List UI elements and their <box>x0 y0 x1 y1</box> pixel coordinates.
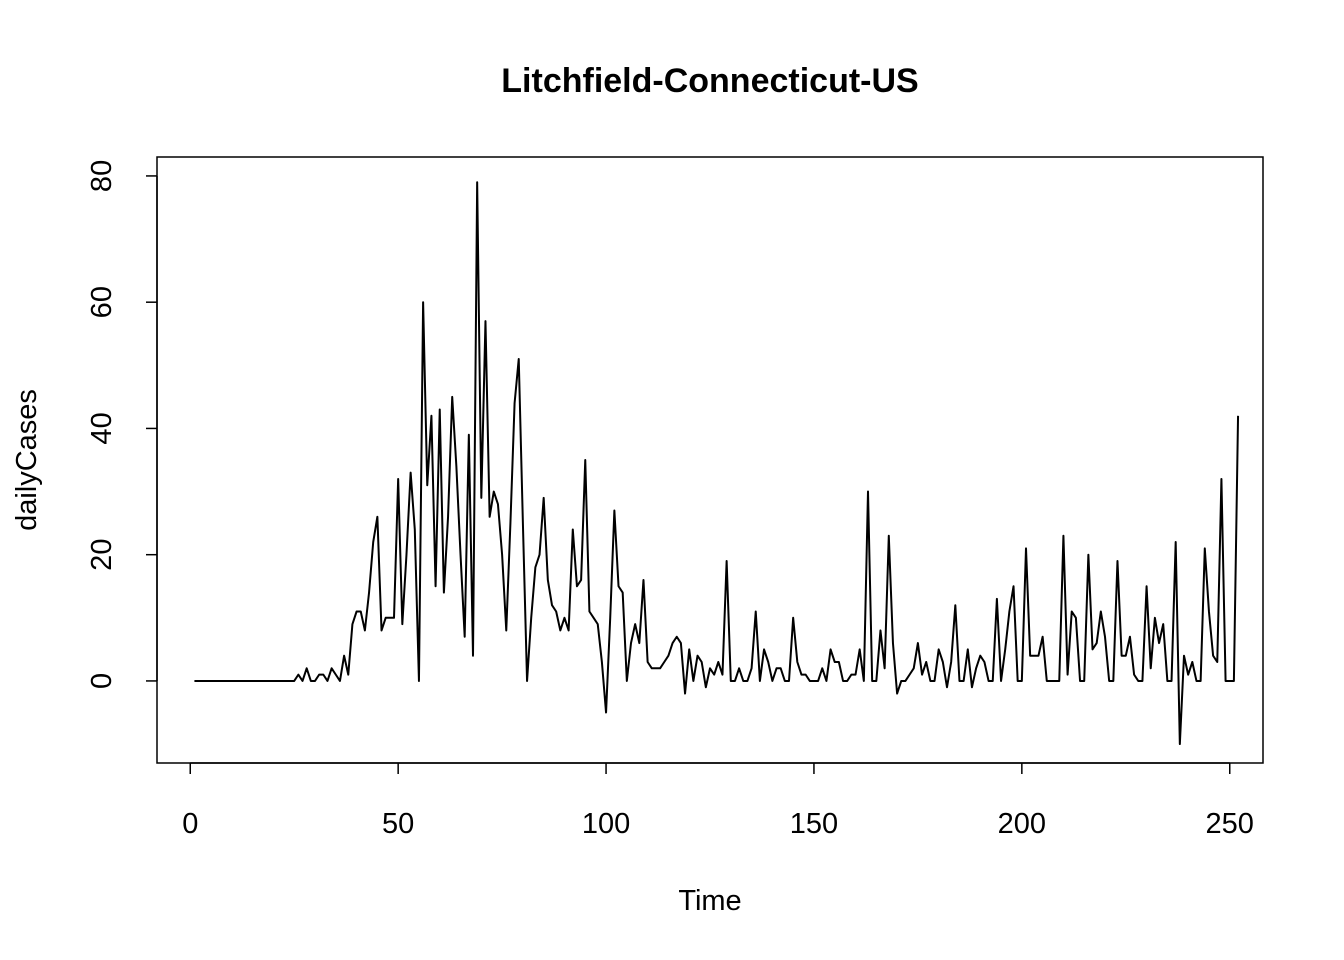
x-tick-label: 100 <box>582 808 630 840</box>
x-axis: 0 50 100 150 200 250 <box>182 762 1254 840</box>
x-tick-label: 50 <box>382 808 414 840</box>
y-axis-label: dailyCases <box>11 389 43 531</box>
x-tick-label: 0 <box>182 808 198 840</box>
y-tick-label: 20 <box>86 539 118 571</box>
x-tick-label: 250 <box>1206 808 1254 840</box>
x-tick-label: 150 <box>790 808 838 840</box>
series-line-daily-cases <box>194 181 1240 746</box>
y-axis: 0 20 40 60 80 <box>86 160 158 689</box>
x-tick-label: 200 <box>998 808 1046 840</box>
y-tick-label: 0 <box>86 673 118 689</box>
y-tick-label: 40 <box>86 412 118 444</box>
y-tick-label: 80 <box>86 160 118 192</box>
y-tick-label: 60 <box>86 286 118 318</box>
chart-title: Litchfield-Connecticut-US <box>501 62 918 100</box>
x-axis-label: Time <box>678 885 741 917</box>
